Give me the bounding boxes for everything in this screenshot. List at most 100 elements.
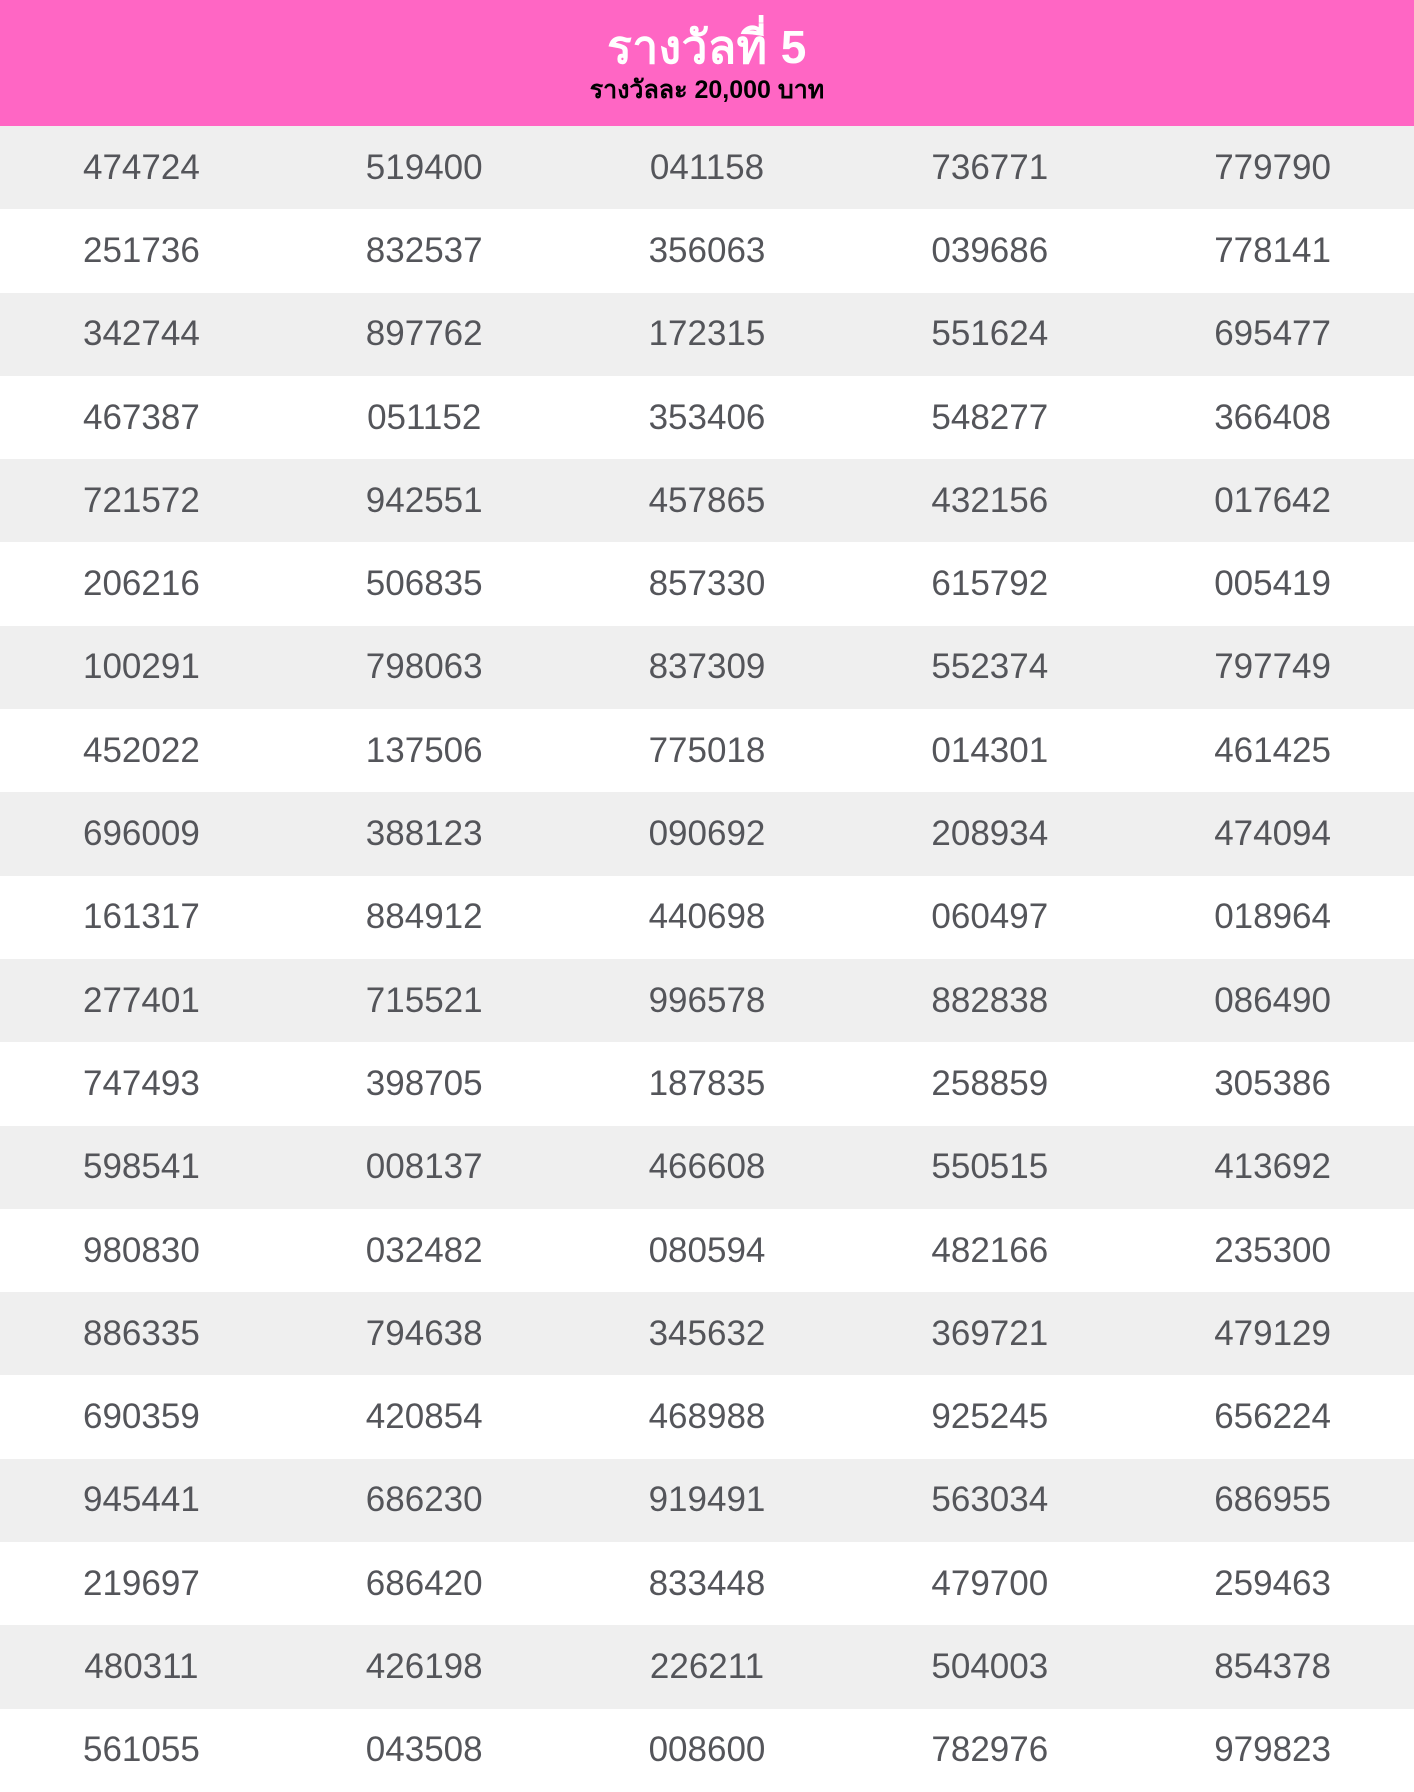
prize-number-cell: 479700: [931, 1563, 1049, 1603]
prize-number-cell: 686955: [1214, 1480, 1331, 1520]
prize-number-cell: 857330: [648, 564, 766, 604]
table-row: 206216 506835 857330 615792 005419: [0, 542, 1414, 626]
table-row: 945441 686230 919491 563034 686955: [0, 1458, 1414, 1543]
prize-number-cell: 552374: [931, 647, 1049, 687]
prize-number-cell: 945441: [83, 1480, 200, 1520]
prize-number-cell: 833448: [648, 1563, 766, 1603]
prize-number-cell: 080594: [648, 1230, 766, 1270]
prize-number-cell: 305386: [1214, 1063, 1331, 1103]
prize-number-cell: 356063: [648, 230, 766, 270]
prize-number-cell: 561055: [83, 1730, 200, 1770]
prize-number-cell: 041158: [649, 147, 765, 187]
table-row: 452022 137506 775018 014301 461425: [0, 709, 1414, 793]
prize-amount-subtitle: รางวัลละ 20,000 บาท: [589, 76, 825, 105]
prize-number-cell: 398705: [365, 1063, 483, 1103]
prize-number-cell: 014301: [931, 730, 1049, 770]
prize-number-cell: 008600: [648, 1730, 766, 1770]
prize-number-cell: 235300: [1214, 1230, 1331, 1270]
prize-number-cell: 369721: [931, 1313, 1049, 1353]
prize-number-cell: 747493: [83, 1063, 200, 1103]
table-row: 721572 942551 457865 432156 017642: [0, 459, 1414, 543]
prize-number-cell: 342744: [83, 314, 200, 354]
prize-number-cell: 017642: [1214, 480, 1331, 520]
prize-number-cell: 797749: [1214, 647, 1331, 687]
prize-number-cell: 432156: [931, 480, 1049, 520]
prize-number-cell: 778141: [1214, 230, 1331, 270]
table-row: 161317 884912 440698 060497 018964: [0, 875, 1414, 959]
prize-number-cell: 366408: [1214, 397, 1331, 437]
prize-number-cell: 008137: [365, 1147, 483, 1187]
prize-number-cell: 137506: [365, 730, 483, 770]
prize-header: รางวัลที่ 5 รางวัลละ 20,000 บาท: [0, 0, 1414, 126]
prize-number-cell: 259463: [1214, 1563, 1331, 1603]
prize-number-cell: 258859: [931, 1063, 1049, 1103]
prize-number-cell: 897762: [365, 314, 483, 354]
prize-number-cell: 479129: [1214, 1313, 1331, 1353]
prize-number-cell: 474094: [1214, 814, 1331, 854]
prize-number-cell: 615792: [931, 564, 1049, 604]
prize-number-cell: 005419: [1214, 564, 1331, 604]
prize-number-cell: 474724: [83, 147, 200, 187]
prize-number-cell: 206216: [83, 564, 200, 604]
prize-number-cell: 039686: [931, 230, 1049, 270]
table-row: 886335 794638 345632 369721 479129: [0, 1292, 1414, 1376]
table-row: 100291 798063 837309 552374 797749: [0, 625, 1414, 710]
table-row: 980830 032482 080594 482166 235300: [0, 1208, 1414, 1293]
prize-number-cell: 219697: [83, 1563, 200, 1603]
prize-number-cell: 715521: [365, 980, 483, 1020]
table-row: 474724 519400 041158 736771 779790: [0, 126, 1414, 210]
prize-number-cell: 413692: [1214, 1147, 1331, 1187]
prize-number-cell: 598541: [83, 1147, 200, 1187]
table-row: 690359 420854 468988 925245 656224: [0, 1375, 1414, 1459]
prize-number-cell: 563034: [931, 1480, 1049, 1520]
prize-number-cell: 925245: [931, 1397, 1049, 1437]
prize-number-cell: 721572: [83, 480, 200, 520]
prize-number-cell: 980830: [83, 1230, 200, 1270]
table-row: 342744 897762 172315 551624 695477: [0, 292, 1414, 376]
prize-number-cell: 690359: [83, 1397, 200, 1437]
prize-number-cell: 942551: [365, 480, 483, 520]
prize-numbers-table: 474724 519400 041158 736771 779790 251736 8325…: [0, 126, 1414, 1792]
table-row: 219697 686420 833448 479700 259463: [0, 1542, 1414, 1626]
prize-number-cell: 882838: [931, 980, 1049, 1020]
prize-number-cell: 686420: [365, 1563, 483, 1603]
prize-number-cell: 060497: [931, 897, 1049, 937]
prize-number-cell: 884912: [365, 897, 483, 937]
prize-number-cell: 466608: [648, 1147, 766, 1187]
prize-number-cell: 426198: [365, 1646, 483, 1686]
prize-number-cell: 686230: [365, 1480, 483, 1520]
prize-number-cell: 695477: [1214, 314, 1331, 354]
prize-number-cell: 782976: [931, 1730, 1049, 1770]
prize-number-cell: 696009: [83, 814, 200, 854]
prize-number-cell: 480311: [84, 1646, 199, 1686]
prize-number-cell: 032482: [365, 1230, 483, 1270]
prize-number-cell: 837309: [648, 647, 766, 687]
prize-number-cell: 353406: [648, 397, 766, 437]
table-row: 561055 043508 008600 782976 979823: [0, 1708, 1414, 1792]
prize-number-cell: 172315: [648, 314, 766, 354]
prize-number-cell: 161317: [83, 897, 200, 937]
prize-number-cell: 919491: [648, 1480, 766, 1520]
table-row: 598541 008137 466608 550515 413692: [0, 1125, 1414, 1209]
prize-number-cell: 467387: [83, 397, 200, 437]
prize-number-cell: 226211: [649, 1646, 765, 1686]
prize-number-cell: 043508: [365, 1730, 483, 1770]
prize-number-cell: 482166: [931, 1230, 1049, 1270]
prize-number-cell: 506835: [365, 564, 483, 604]
prize-number-cell: 388123: [365, 814, 483, 854]
table-row: 467387 051152 353406 548277 366408: [0, 375, 1414, 460]
prize-number-cell: 187835: [648, 1063, 766, 1103]
prize-number-cell: 794638: [365, 1313, 483, 1353]
prize-number-cell: 208934: [931, 814, 1049, 854]
table-row: 277401 715521 996578 882838 086490: [0, 958, 1414, 1043]
prize-number-cell: 440698: [648, 897, 766, 937]
prize-number-cell: 461425: [1214, 730, 1331, 770]
prize-number-cell: 504003: [931, 1646, 1049, 1686]
table-row: 747493 398705 187835 258859 305386: [0, 1042, 1414, 1126]
prize-number-cell: 420854: [365, 1397, 483, 1437]
prize-title: รางวัลที่ 5: [607, 20, 807, 73]
prize-number-cell: 457865: [648, 480, 766, 520]
prize-number-cell: 979823: [1214, 1730, 1331, 1770]
prize-number-cell: 051152: [367, 397, 482, 437]
prize-number-cell: 832537: [365, 230, 483, 270]
